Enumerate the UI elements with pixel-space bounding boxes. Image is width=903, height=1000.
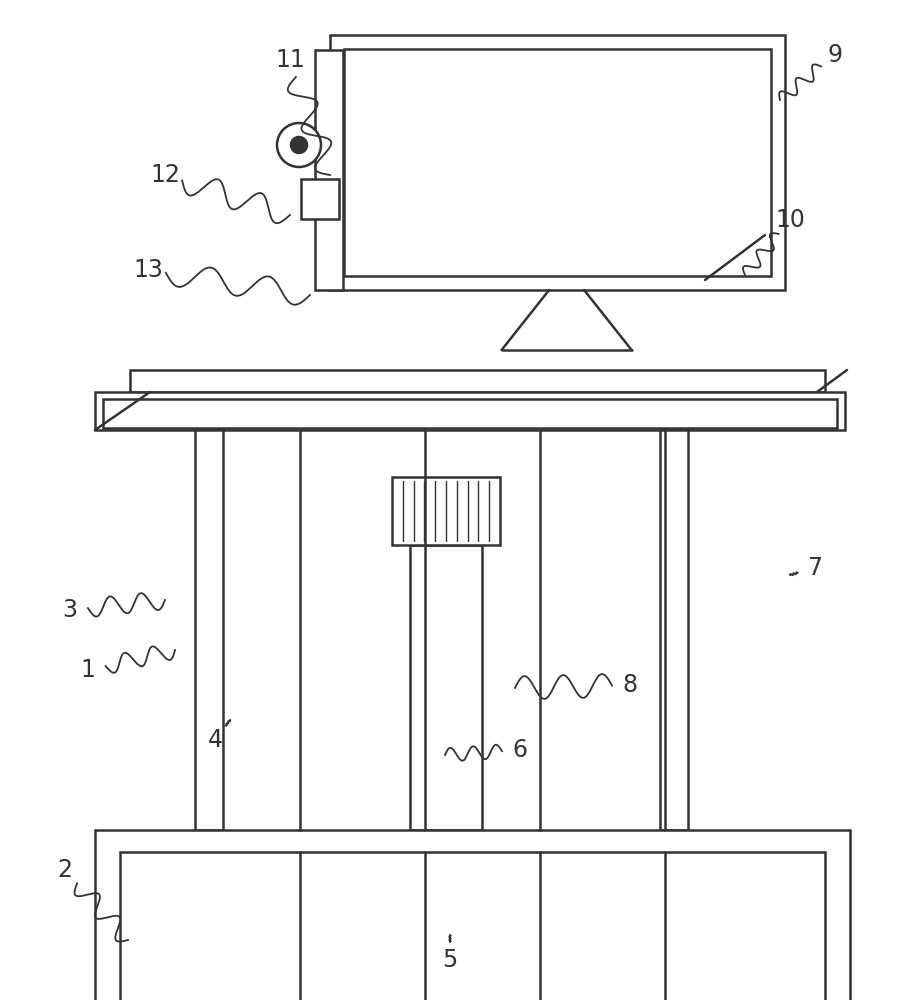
Text: 12: 12	[150, 163, 180, 187]
Circle shape	[291, 137, 307, 153]
Bar	[130, 370, 824, 392]
Bar	[195, 430, 223, 830]
Bar	[659, 430, 687, 830]
Text: 7: 7	[806, 556, 822, 580]
Text: 3: 3	[62, 598, 78, 622]
Text: 13: 13	[133, 258, 163, 282]
Text: 4: 4	[208, 728, 222, 752]
Text: 2: 2	[58, 858, 72, 882]
Bar	[330, 35, 784, 290]
Bar	[344, 49, 770, 276]
Text: 5: 5	[442, 948, 457, 972]
Bar	[95, 392, 844, 430]
Text: 1: 1	[80, 658, 96, 682]
Text: 6: 6	[512, 738, 527, 762]
Bar	[410, 545, 481, 830]
Bar	[314, 50, 342, 290]
Text: 9: 9	[826, 43, 842, 67]
Bar	[392, 477, 499, 545]
Circle shape	[276, 123, 321, 167]
Bar	[301, 179, 339, 219]
Bar	[95, 830, 849, 1000]
Bar	[120, 852, 824, 1000]
Text: 10: 10	[774, 208, 804, 232]
Text: 11: 11	[275, 48, 304, 72]
Text: 8: 8	[622, 673, 637, 697]
Bar	[103, 399, 836, 428]
